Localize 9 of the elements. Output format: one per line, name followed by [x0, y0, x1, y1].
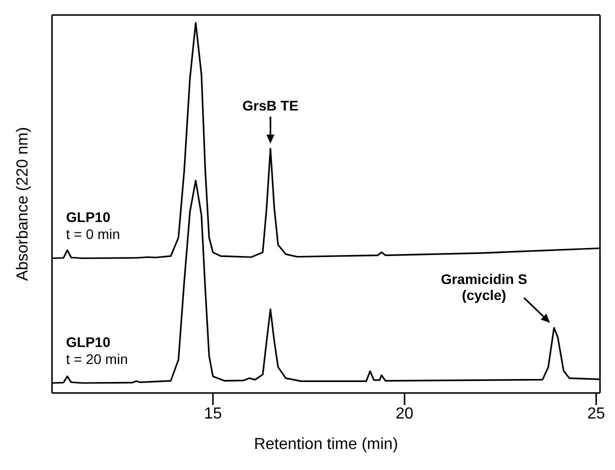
y-axis-title: Absorbance (220 nm)	[14, 127, 32, 281]
x-tick-label: 20	[396, 405, 414, 422]
series-label: GLP10 t = 0 min	[66, 209, 120, 242]
x-tick-label: 15	[204, 405, 222, 422]
x-axis-title: Retention time (min)	[254, 436, 398, 453]
annotation: GrsB TE	[242, 98, 298, 114]
annotation: Gramicidin S (cycle)	[440, 270, 528, 303]
series-label: GLP10 t = 20 min	[66, 334, 128, 368]
x-tick-label: 25	[587, 405, 606, 422]
